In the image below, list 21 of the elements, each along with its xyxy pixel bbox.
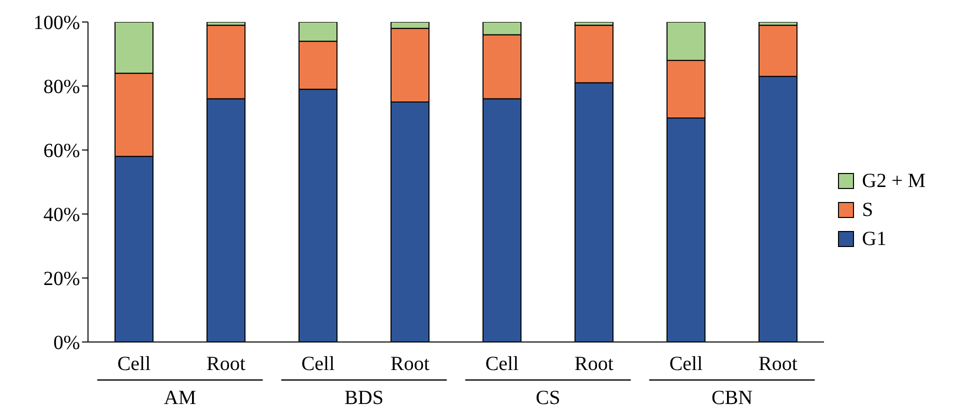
legend-label: G2 + M: [862, 170, 926, 192]
y-tick-label: 40%: [43, 204, 80, 226]
y-tick-label: 100%: [33, 12, 80, 34]
y-tick-label: 60%: [43, 140, 80, 162]
x-tick-label: Cell: [669, 353, 704, 375]
x-tick-label: Root: [574, 353, 614, 375]
text: AM: [164, 387, 196, 409]
x-tick-label: Cell: [485, 353, 520, 375]
x-tick-label: Cell: [117, 353, 152, 375]
y-tick-label: 0%: [53, 332, 80, 354]
text: CBN: [711, 387, 753, 409]
x-tick-label: Root: [758, 353, 798, 375]
x-tick-label: Root: [206, 353, 246, 375]
legend-label: G1: [862, 228, 886, 250]
y-tick-label: 20%: [43, 268, 80, 290]
text: BDS: [344, 387, 384, 409]
text: CS: [536, 387, 560, 409]
y-tick-label: 80%: [43, 76, 80, 98]
x-tick-label: Cell: [301, 353, 336, 375]
x-tick-label: Root: [390, 353, 430, 375]
legend-label: S: [862, 198, 874, 222]
